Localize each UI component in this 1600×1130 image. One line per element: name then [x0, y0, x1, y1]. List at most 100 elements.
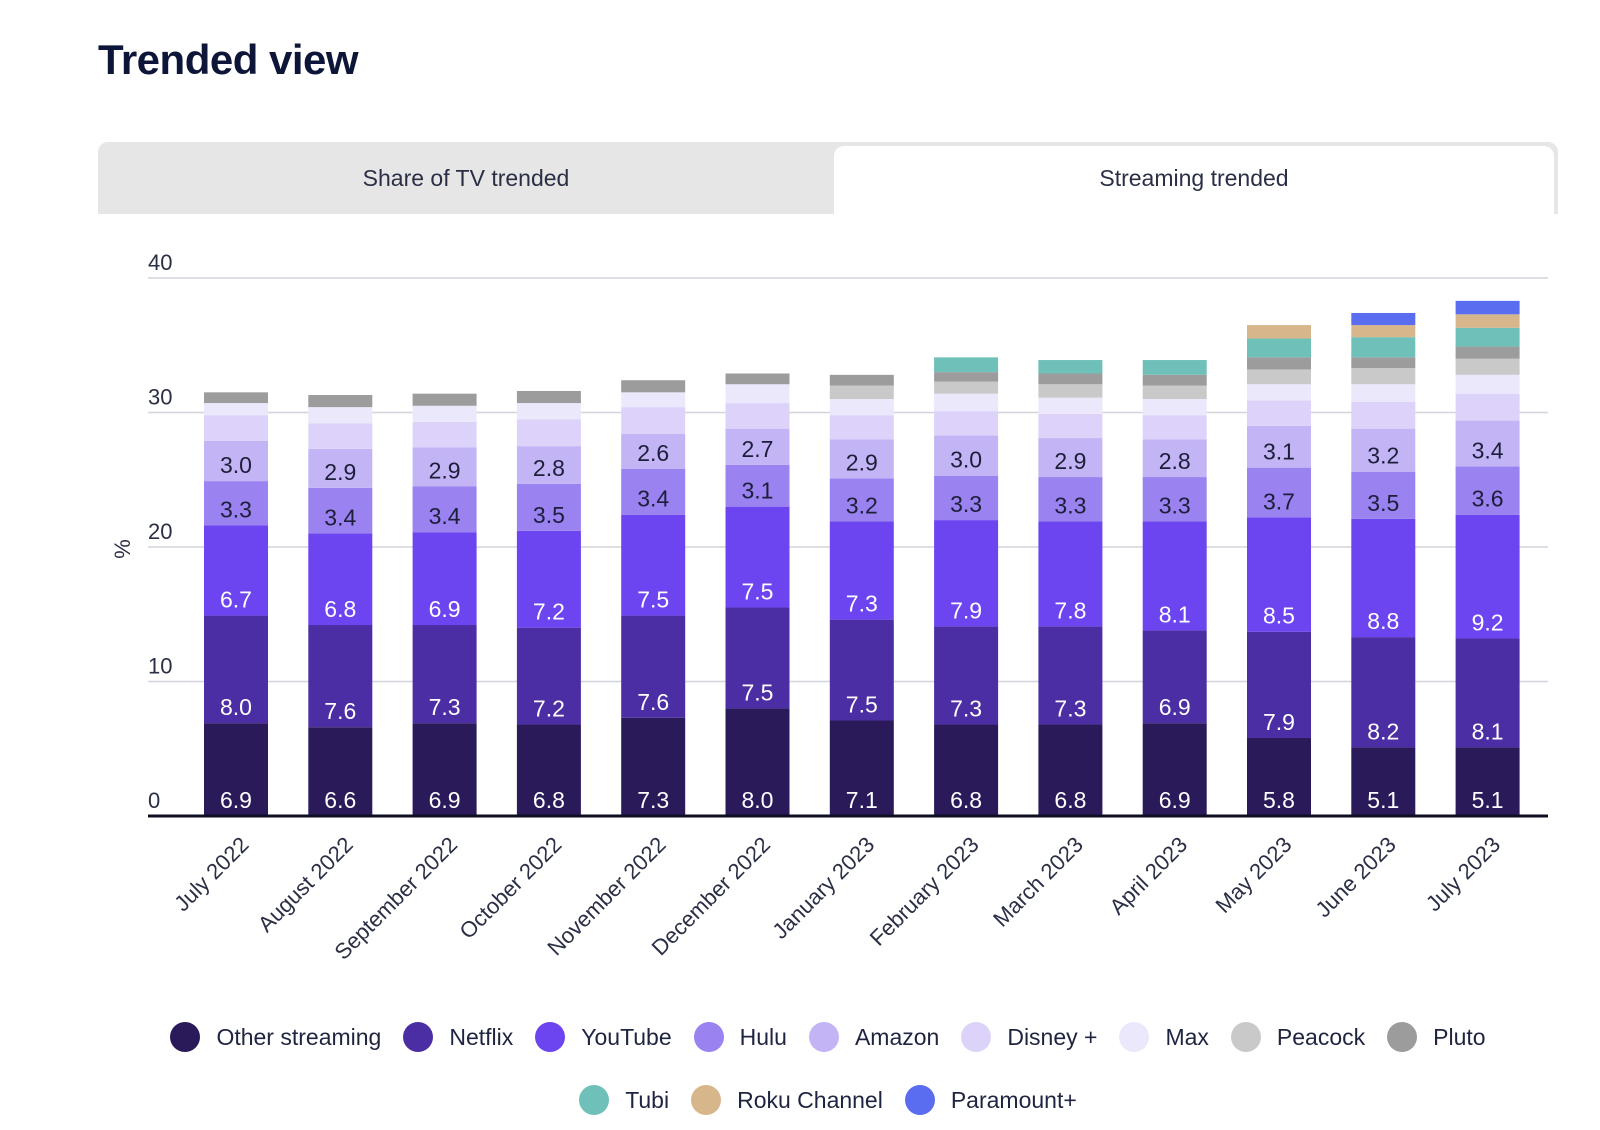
bar-segment [725, 384, 790, 404]
bar-segment [308, 407, 373, 424]
bar-segment [1455, 638, 1520, 748]
data-label: 7.6 [637, 689, 669, 715]
data-label: 7.3 [637, 787, 669, 813]
legend-item: Peacock [1230, 1022, 1365, 1052]
data-label: 8.0 [742, 787, 774, 813]
x-tick-label: March 2023 [988, 832, 1088, 932]
data-label: 3.3 [1159, 492, 1191, 518]
bar-segment [725, 373, 790, 385]
bar-segment [934, 411, 999, 436]
data-label: 3.4 [429, 503, 461, 529]
data-label: 6.8 [533, 787, 565, 813]
x-tick-label: April 2023 [1104, 832, 1192, 920]
legend-item: Netflix [403, 1022, 513, 1052]
data-label: 2.7 [742, 436, 774, 462]
x-tick-label: January 2023 [767, 832, 879, 944]
data-label: 6.8 [1054, 787, 1086, 813]
data-label: 7.8 [1054, 597, 1086, 623]
bar-segment [412, 486, 477, 533]
data-label: 8.0 [220, 694, 252, 720]
legend-label: Paramount+ [950, 1086, 1077, 1113]
x-tick-label: July 2022 [169, 832, 253, 916]
data-label: 6.9 [429, 787, 461, 813]
legend-swatch [961, 1022, 992, 1052]
legend-swatch [1387, 1022, 1418, 1052]
bar-segment [829, 478, 894, 522]
data-label: 2.6 [637, 440, 669, 466]
bar-segment [621, 392, 686, 408]
y-axis-label: % [110, 539, 135, 559]
bar-segment [412, 723, 477, 816]
bar-segment [1455, 346, 1520, 359]
legend-item: YouTube [535, 1022, 672, 1052]
bar-segment [934, 372, 999, 382]
data-label: 3.2 [846, 492, 878, 518]
data-label: 7.5 [637, 587, 669, 613]
bar-segment [934, 626, 999, 725]
bar-segment [204, 415, 268, 441]
data-label: 6.8 [950, 787, 982, 813]
bar-segment [308, 727, 373, 816]
tab-bar: Share of TV trended Streaming trended [98, 142, 1558, 214]
legend-label: Hulu [739, 1023, 787, 1050]
bar-segment [934, 393, 999, 412]
bar-segment [1455, 327, 1520, 347]
y-tick-label: 30 [148, 385, 172, 410]
legend-item: Roku Channel [691, 1085, 883, 1115]
legend-item: Disney + [961, 1022, 1097, 1052]
bar-segment [204, 481, 268, 526]
tab-streaming-trended[interactable]: Streaming trended [834, 146, 1554, 214]
bar-segment [1455, 314, 1520, 328]
bar-segment [621, 615, 686, 718]
bar-segment [1351, 518, 1416, 638]
legend-swatch [691, 1085, 722, 1115]
bar-segment [204, 440, 268, 482]
data-label: 2.9 [429, 457, 461, 483]
bar-segment [1455, 466, 1520, 515]
data-label: 3.5 [533, 502, 565, 528]
bar-segment [1455, 747, 1520, 816]
bar-segment [829, 415, 894, 440]
data-label: 7.3 [950, 696, 982, 722]
bar-segment [829, 439, 894, 479]
bar-segment [1038, 477, 1103, 522]
data-label: 8.5 [1263, 603, 1295, 629]
bar-segment [621, 380, 686, 393]
data-label: 7.2 [533, 599, 565, 625]
bar-segment [1351, 357, 1416, 369]
legend-label: Netflix [449, 1023, 514, 1050]
bar-segment [412, 393, 477, 406]
bar-segment [308, 395, 373, 408]
data-label: 7.1 [846, 787, 878, 813]
bar-segment [1247, 737, 1311, 816]
data-label: 6.7 [220, 587, 252, 613]
legend-label: YouTube [581, 1023, 672, 1050]
bar-segment [412, 532, 477, 626]
bar-segment [621, 468, 686, 515]
bar-segment [1455, 393, 1520, 421]
data-label: 2.8 [1159, 448, 1191, 474]
x-tick-label: June 2023 [1310, 832, 1400, 922]
data-label: 3.2 [1367, 443, 1399, 469]
bar-segment [1247, 357, 1311, 370]
bar-segment [308, 625, 373, 728]
data-label: 2.8 [533, 455, 565, 481]
bar-segment [1038, 438, 1103, 478]
legend-label: Other streaming [216, 1023, 382, 1050]
data-label: 7.5 [742, 579, 774, 605]
bar-segment [516, 627, 581, 725]
bar-segment [1142, 630, 1207, 724]
legend-item: Other streaming [170, 1022, 381, 1052]
bar-segment [516, 483, 581, 531]
data-label: 9.2 [1472, 609, 1504, 635]
legend-row-2: Tubi Roku Channel Paramount+ [98, 1085, 1558, 1115]
bar-segment [1247, 384, 1311, 401]
bar-segment [1455, 358, 1520, 375]
data-label: 7.9 [950, 597, 982, 623]
legend-item: Paramount+ [904, 1085, 1077, 1115]
y-tick-label: 0 [148, 788, 160, 813]
data-label: 3.0 [950, 447, 982, 473]
bar-segment [1142, 439, 1207, 478]
legend-label: Max [1165, 1023, 1209, 1050]
tab-share-of-tv-trended[interactable]: Share of TV trended [362, 165, 570, 191]
